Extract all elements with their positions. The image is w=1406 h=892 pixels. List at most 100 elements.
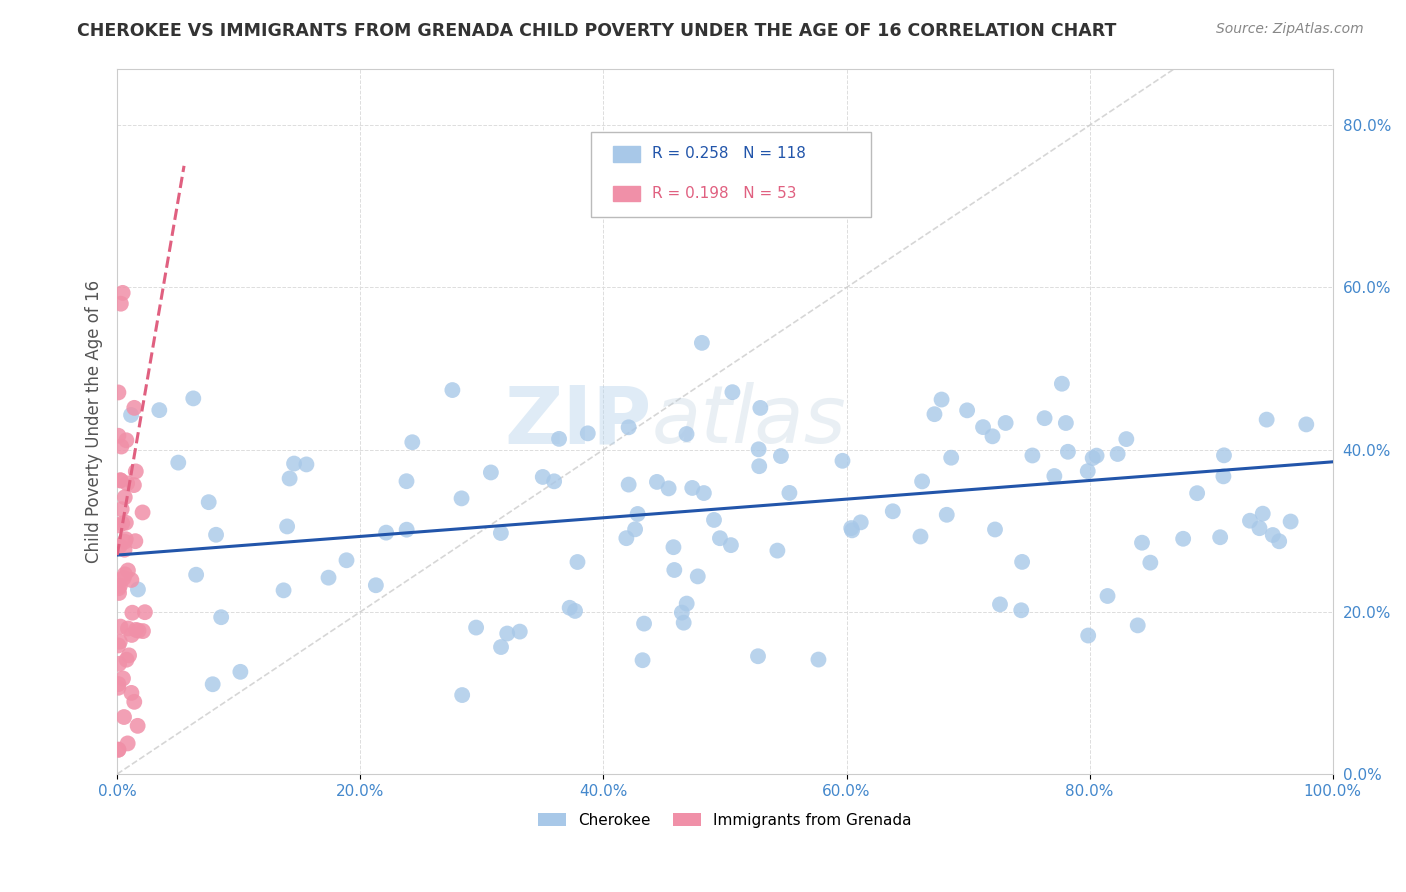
Point (489, 640, 512, 654)
FancyBboxPatch shape (592, 132, 870, 217)
Point (122, 478, 145, 492)
Point (125, 623, 148, 637)
Point (401, 435, 423, 450)
Point (1239, 514, 1261, 528)
Point (709, 531, 731, 545)
Point (114, 542, 136, 557)
Point (690, 335, 713, 350)
Point (972, 420, 994, 434)
Point (276, 519, 298, 533)
Text: CHEROKEE VS IMMIGRANTS FROM GRENADA CHILD POVERTY UNDER THE AGE OF 16 CORRELATIO: CHEROKEE VS IMMIGRANTS FROM GRENADA CHIL… (77, 22, 1116, 40)
Point (114, 567, 136, 582)
Point (107, 639, 129, 653)
Point (624, 522, 647, 536)
Point (108, 579, 131, 593)
Point (567, 555, 589, 569)
Point (112, 710, 135, 724)
Point (703, 513, 725, 527)
Point (617, 477, 640, 491)
Point (564, 604, 586, 618)
Point (111, 672, 134, 686)
Text: Source: ZipAtlas.com: Source: ZipAtlas.com (1216, 22, 1364, 37)
Point (1295, 417, 1317, 432)
Point (924, 407, 946, 421)
Point (115, 476, 138, 491)
Point (110, 440, 132, 454)
Point (747, 649, 769, 664)
Point (1251, 507, 1274, 521)
Point (110, 619, 132, 633)
Point (1050, 376, 1073, 391)
Point (395, 474, 418, 488)
Point (132, 624, 155, 638)
Point (110, 474, 132, 488)
Point (1033, 411, 1056, 425)
Point (721, 385, 744, 400)
Point (509, 624, 531, 639)
Point (112, 571, 135, 585)
Point (114, 532, 136, 546)
Point (283, 457, 305, 471)
Point (110, 473, 132, 487)
Point (1077, 628, 1099, 642)
Point (1043, 469, 1066, 483)
Point (273, 583, 295, 598)
Point (1107, 447, 1129, 461)
Point (994, 416, 1017, 430)
Point (111, 502, 134, 516)
Point (167, 456, 190, 470)
Point (117, 622, 139, 636)
Point (107, 429, 129, 443)
Point (117, 736, 139, 750)
Point (748, 442, 770, 457)
Point (1213, 448, 1236, 462)
Bar (613, 186, 640, 202)
Point (128, 624, 150, 638)
Point (664, 563, 686, 577)
Point (1185, 486, 1208, 500)
Point (375, 525, 398, 540)
Point (295, 458, 318, 472)
Point (1126, 618, 1149, 632)
Point (1212, 469, 1234, 483)
Point (1256, 412, 1278, 426)
Point (118, 648, 141, 663)
Point (807, 652, 830, 666)
Point (1054, 416, 1077, 430)
Point (205, 528, 228, 542)
Point (451, 688, 474, 702)
Point (115, 434, 138, 448)
Text: atlas: atlas (652, 383, 846, 460)
Point (107, 581, 129, 595)
Point (686, 569, 709, 583)
Point (675, 597, 697, 611)
Point (209, 610, 232, 624)
Point (201, 677, 224, 691)
Point (395, 523, 418, 537)
Point (489, 526, 512, 541)
Point (558, 600, 581, 615)
Point (672, 615, 695, 630)
Bar (613, 146, 640, 161)
Point (120, 686, 142, 700)
Point (107, 681, 129, 695)
Point (1077, 464, 1099, 478)
Point (543, 475, 565, 489)
Point (633, 616, 655, 631)
Point (121, 628, 143, 642)
Point (984, 523, 1007, 537)
Point (111, 285, 134, 300)
Point (1010, 603, 1032, 617)
Point (110, 296, 132, 310)
Point (278, 471, 301, 485)
Point (662, 540, 685, 554)
Point (114, 490, 136, 504)
Point (1097, 589, 1119, 603)
Point (107, 742, 129, 756)
Point (748, 459, 770, 474)
Point (111, 516, 134, 531)
Point (1115, 432, 1137, 446)
Point (831, 454, 853, 468)
Point (617, 420, 640, 434)
Point (1011, 555, 1033, 569)
